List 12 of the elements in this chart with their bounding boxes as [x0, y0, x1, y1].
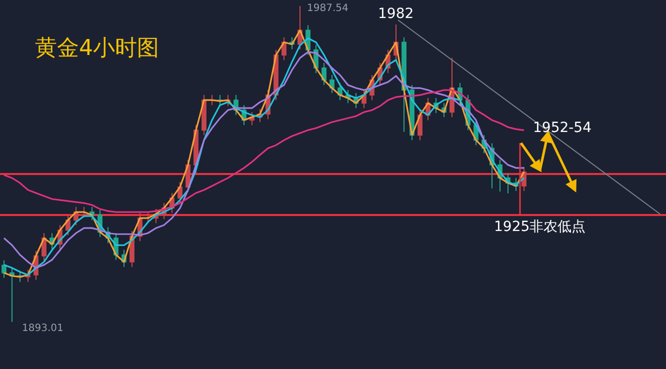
candlestick [82, 206, 86, 218]
candlestick [10, 267, 14, 322]
text: 1952-54 [533, 120, 592, 136]
candlestick [322, 62, 326, 86]
annotation: 1987.54 [307, 3, 348, 14]
text: 1893.01 [22, 323, 64, 334]
ref-line-label: 1925非农低点 [494, 219, 586, 235]
candlestick [418, 110, 422, 141]
text: 黄金4小时图 [35, 36, 159, 61]
annotation: 1982 [378, 6, 414, 22]
candlestick [146, 212, 150, 224]
candlestick [2, 260, 6, 278]
